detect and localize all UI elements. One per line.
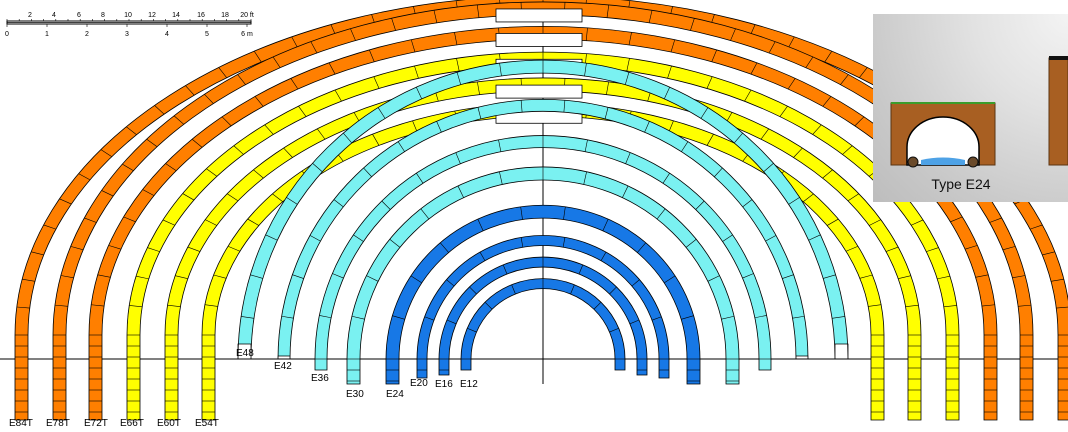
- rock-right: [967, 156, 979, 168]
- scale-m-3: 3: [125, 31, 129, 38]
- tunnel-cross-section-illustration: [890, 56, 1068, 168]
- scale-m-6: 6 m: [241, 31, 253, 38]
- road-surface: [1049, 56, 1068, 60]
- label-e36: E36: [311, 373, 329, 384]
- scale-ft-1: 2: [28, 12, 32, 19]
- label-e20: E20: [410, 378, 428, 389]
- scale-ft-10: 20 ft: [240, 12, 254, 19]
- ring-e54t: [201, 102, 885, 421]
- scale-ft-6: 12: [148, 12, 156, 19]
- scale-m-1: 1: [45, 31, 49, 38]
- ring-e24: [385, 204, 701, 385]
- label-e48: E48: [236, 348, 254, 359]
- label-e66t: E66T: [120, 418, 144, 429]
- ring-e72t: [88, 25, 998, 421]
- scale-ft-8: 16: [197, 12, 205, 19]
- label-e84t: E84T: [9, 418, 33, 429]
- ring-e16: [438, 256, 648, 376]
- scale-ft-7: 14: [172, 12, 180, 19]
- rock-left: [907, 156, 919, 168]
- scale-bar: 2 4 6 8 10 12 14 16 18 20 ft 0 1 2 3 4 5…: [5, 12, 254, 38]
- culvert-arch: [906, 116, 980, 166]
- tunnel-rings: [14, 0, 1068, 421]
- scale-ft-3: 6: [77, 12, 81, 19]
- section-labels: E48 E42 E36 E30 E24 E20 E16 E12 E84T E78…: [9, 348, 478, 429]
- label-e16: E16: [435, 379, 453, 390]
- scale-ft-4: 8: [101, 12, 105, 19]
- ring-e30: [346, 166, 740, 385]
- scale-ft-9: 18: [221, 12, 229, 19]
- label-e60t: E60T: [157, 418, 181, 429]
- ring-e36: [314, 135, 772, 371]
- water-channel: [921, 157, 965, 165]
- label-e54t: E54T: [195, 418, 219, 429]
- type-e24-inset: Type E24: [873, 14, 1068, 202]
- scale-ft-5: 10: [124, 12, 132, 19]
- label-e12: E12: [460, 379, 478, 390]
- label-e24: E24: [386, 389, 404, 400]
- ring-e42: [277, 98, 809, 360]
- ring-e20: [416, 235, 670, 379]
- scale-m-5: 5: [205, 31, 209, 38]
- grass-line: [891, 102, 995, 104]
- scale-m-0: 0: [5, 31, 9, 38]
- inset-caption: Type E24: [931, 176, 991, 192]
- scale-m-2: 2: [85, 31, 89, 38]
- label-e30: E30: [346, 389, 364, 400]
- label-e78t: E78T: [46, 418, 70, 429]
- second-soil-block: [1048, 57, 1068, 166]
- ring-e48: [237, 59, 849, 360]
- ring-e12: [460, 278, 626, 371]
- label-e42: E42: [274, 361, 292, 372]
- scale-m-4: 4: [165, 31, 169, 38]
- label-e72t: E72T: [84, 418, 108, 429]
- scale-ft-2: 4: [52, 12, 56, 19]
